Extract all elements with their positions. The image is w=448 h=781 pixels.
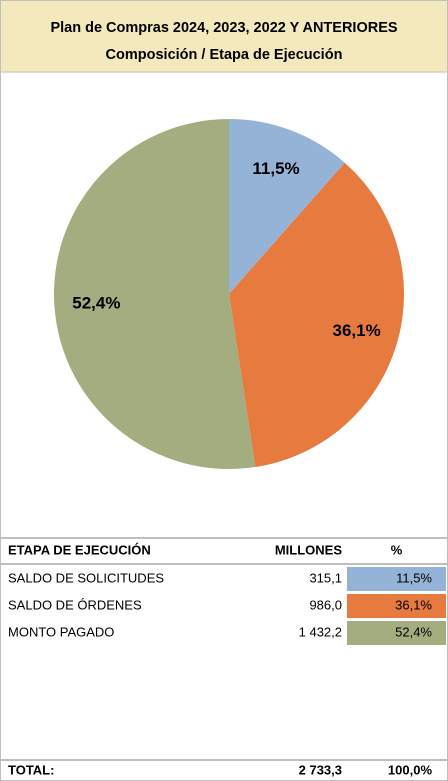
row-label: SALDO DE ÓRDENES	[8, 597, 142, 612]
pie-slice	[229, 162, 404, 468]
total-value: 2 733,3	[299, 762, 342, 777]
total-label: TOTAL:	[8, 762, 54, 777]
table-header: MILLONES	[275, 542, 342, 557]
row-value: 1 432,2	[299, 624, 342, 639]
data-label: 11,5%	[252, 159, 299, 178]
row-value: 315,1	[309, 570, 342, 585]
data-label: 52,4%	[72, 294, 120, 313]
row-label: SALDO DE SOLICITUDES	[8, 570, 164, 585]
pie-slice	[229, 119, 345, 294]
data-label: 36,1%	[333, 321, 381, 340]
chart-title: Plan de Compras 2024, 2023, 2022 Y ANTER…	[50, 20, 397, 36]
row-label: MONTO PAGADO	[8, 624, 114, 639]
chart-subtitle: Composición / Etapa de Ejecución	[106, 47, 343, 63]
table-header: ETAPA DE EJECUCIÓN	[8, 542, 151, 557]
pie-slice	[53, 119, 256, 470]
row-pct: 52,4%	[395, 624, 432, 639]
pct-cell	[347, 594, 446, 618]
pct-cell	[347, 567, 446, 591]
row-value: 986,0	[309, 597, 342, 612]
table-header: %	[391, 542, 403, 557]
row-pct: 36,1%	[395, 597, 432, 612]
row-pct: 11,5%	[396, 570, 432, 585]
pct-cell	[347, 621, 446, 645]
total-pct: 100,0%	[388, 762, 433, 777]
title-box	[1, 1, 447, 72]
